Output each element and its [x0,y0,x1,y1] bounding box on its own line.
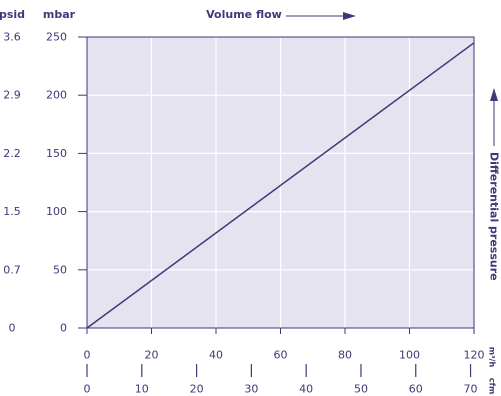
x-unit-cfm: cfm [488,378,497,395]
x-unit-m3h: m³/h [488,347,497,368]
grid-lines [87,37,474,328]
volume-flow-arrow [286,12,356,20]
y-tick-label-mbar: 100 [46,205,67,218]
y-tick-label-mbar: 250 [46,31,67,44]
y-tick-label-psid: 0.7 [3,263,21,276]
y-tick-label-psid: 1.5 [3,205,21,218]
y-tick-label-mbar: 50 [53,263,67,276]
x-tick-label-m3h: 40 [209,349,223,362]
y-tick-label-mbar: 150 [46,147,67,160]
x-tick-label-m3h: 60 [274,349,288,362]
x-secondary-tick-label-cfm: 20 [190,383,204,396]
y-tick-label-mbar: 0 [60,322,67,335]
x-secondary-tick-label-cfm: 30 [244,383,258,396]
top-label-volume-flow: Volume flow [206,8,282,21]
y-tick-label-mbar: 200 [46,89,67,102]
x-secondary-tick-label-cfm: 60 [409,383,423,396]
y-tick-label-psid: 3.6 [3,31,21,44]
x-tick-label-m3h: 100 [399,349,420,362]
x-secondary-tick-label-cfm: 0 [84,383,91,396]
x-axis-ticks: 0 20 40 60 80 100 120 0 10 20 30 40 50 60 70 [84,328,485,396]
right-label-differential-pressure: Differential pressure [488,152,501,281]
x-secondary-tick-label-cfm: 10 [135,383,149,396]
x-secondary-tick-label-cfm: 70 [464,383,478,396]
y-axis-ticks: 0 0 50 0.7 100 1.5 150 2.2 200 2.9 250 3.6 [3,31,87,335]
y-unit-psid: psid [0,8,25,21]
x-tick-label-m3h: 80 [338,349,352,362]
y-tick-label-psid: 2.2 [3,147,21,160]
x-tick-label-m3h: 120 [464,349,485,362]
differential-pressure-arrow [490,88,498,146]
y-tick-label-psid: 2.9 [3,89,21,102]
x-secondary-tick-label-cfm: 50 [354,383,368,396]
x-tick-label-m3h: 20 [145,349,159,362]
y-unit-mbar: mbar [43,8,76,21]
series-line [86,42,475,329]
x-tick-label-m3h: 0 [84,349,91,362]
x-secondary-tick-label-cfm: 40 [299,383,313,396]
y-tick-label-psid: 0 [9,322,16,335]
